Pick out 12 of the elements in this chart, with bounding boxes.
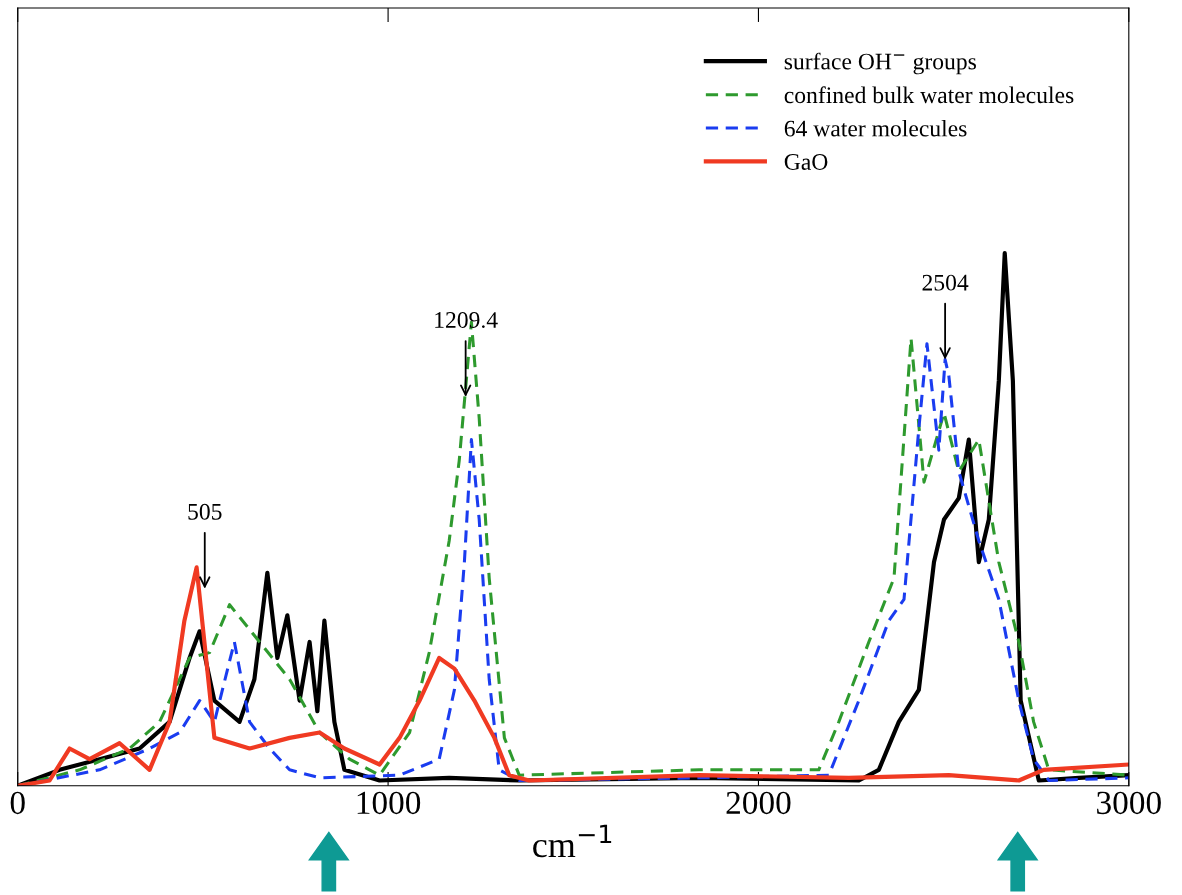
legend-label: confined bulk water molecules [784,86,1074,104]
x-tick-label: 1000 [357,791,421,815]
annotation: 2504 [922,274,969,291]
annotation: 1209.4 [435,311,498,329]
x-tick-label: 0 [10,791,25,815]
x-tick-label: 2000 [726,791,791,815]
legend-label: 64 water molecules [784,119,967,137]
x-axis-title: cm$^{−1}$ [533,824,612,858]
legend-label: GaO [784,154,828,170]
x-tick-label: 3000 [1097,791,1161,815]
legend-label: surface OH$^{−}$ groups [784,52,976,75]
annotation: 505 [188,503,222,520]
